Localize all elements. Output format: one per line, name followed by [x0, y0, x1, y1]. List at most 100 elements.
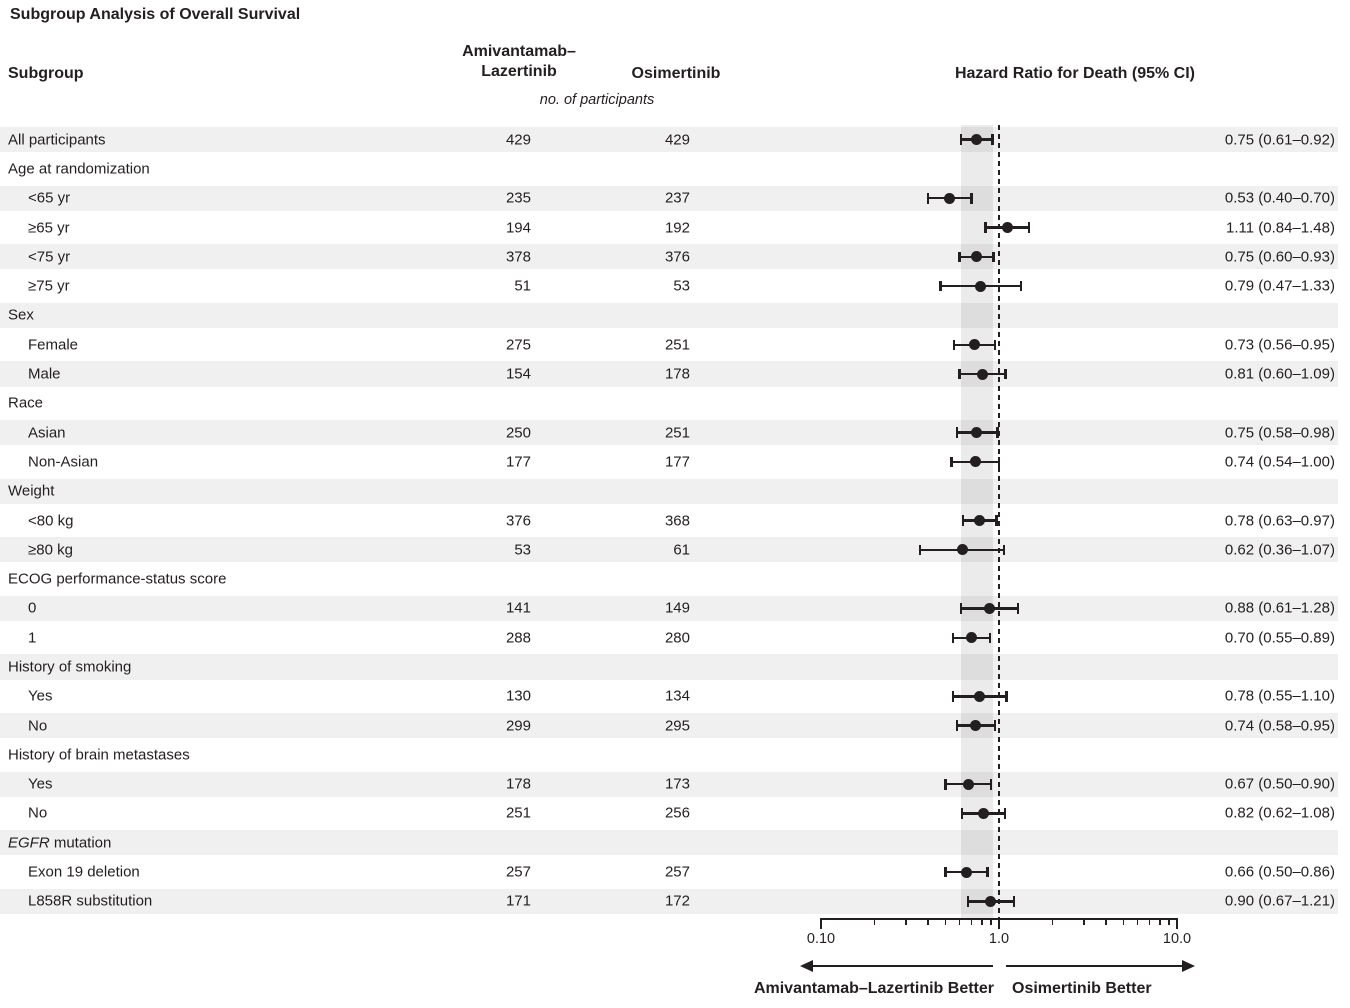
- axis-minor-tick: [944, 918, 947, 925]
- arm2-count: 251: [664, 424, 690, 442]
- arm2-count: 251: [664, 336, 690, 354]
- hr-ci-text: 0.53 (0.40–0.70): [1224, 189, 1335, 207]
- column-header-subgroup: Subgroup: [8, 65, 84, 82]
- subgroup-row: ≥80 kg 53 61 0.62 (0.36–1.07): [0, 535, 1350, 564]
- row-stripe: [0, 419, 1338, 446]
- point-estimate-dot: [974, 515, 986, 527]
- subgroup-label: ECOG performance-status score: [8, 570, 227, 588]
- subgroup-label: Weight: [8, 482, 55, 500]
- arm1-count: 154: [505, 365, 531, 383]
- arm1-count: 53: [514, 541, 531, 559]
- arm2-count: 256: [664, 804, 690, 822]
- subgroup-label: Non-Asian: [28, 453, 99, 471]
- subgroup-row: Yes 178 173 0.67 (0.50–0.90): [0, 770, 1350, 799]
- right-better-arrow: [1006, 965, 1182, 968]
- arm1-count: 376: [505, 512, 531, 529]
- arm1-count: 178: [505, 775, 531, 793]
- point-estimate-dot: [961, 866, 973, 878]
- subgroup-row: Yes 130 134 0.78 (0.55–1.10): [0, 682, 1350, 711]
- category-row: History of brain metastases: [0, 740, 1350, 769]
- ci-cap-low: [951, 632, 954, 643]
- arm2-count: 280: [664, 629, 690, 647]
- category-row: Age at randomization: [0, 154, 1350, 183]
- ci-cap-high: [996, 427, 999, 438]
- ci-cap-high: [995, 515, 998, 526]
- ci-cap-low: [958, 251, 961, 263]
- arm2-count: 53: [673, 277, 690, 295]
- ci-cap-high: [1003, 808, 1007, 819]
- axis-major-tick: [820, 918, 822, 929]
- reference-line-hr-1: [998, 125, 1000, 918]
- subgroup-row: <65 yr 235 237 0.53 (0.40–0.70): [0, 184, 1350, 213]
- point-estimate-dot: [971, 251, 983, 263]
- subgroup-row: Exon 19 deletion 257 257 0.66 (0.50–0.86): [0, 857, 1350, 886]
- ci-cap-low: [944, 779, 947, 790]
- arm2-count: 177: [664, 453, 690, 471]
- subgroup-row: 0 141 149 0.88 (0.61–1.28): [0, 594, 1350, 623]
- category-row: Sex: [0, 301, 1350, 330]
- arm1-count: 130: [505, 687, 531, 705]
- hr-ci-text: 0.74 (0.58–0.95): [1224, 717, 1335, 735]
- subgroup-label: ≥80 kg: [28, 541, 73, 559]
- subgroup-label: Exon 19 deletion: [28, 863, 140, 881]
- subgroup-label: <65 yr: [28, 189, 71, 207]
- arm2-count: 237: [664, 189, 690, 207]
- axis-minor-tick: [980, 918, 983, 925]
- row-stripe: [0, 478, 1338, 504]
- ci-cap-low: [955, 427, 959, 438]
- axis-tick-label: 1.0: [988, 931, 1010, 947]
- subgroup-label: All participants: [8, 131, 106, 149]
- axis-minor-tick: [1105, 918, 1108, 925]
- ci-cap-high: [1005, 691, 1008, 702]
- subgroup-table: All participants 429 429 0.75 (0.61–0.92) Ag…: [0, 125, 1350, 916]
- ci-cap-low: [984, 222, 987, 233]
- ci-cap-high: [997, 456, 1001, 468]
- ci-cap-low: [958, 368, 961, 380]
- arm2-count: 178: [664, 365, 690, 383]
- subgroup-row: ≥75 yr 51 53 0.79 (0.47–1.33): [0, 271, 1350, 300]
- arm1-count: 141: [505, 599, 531, 617]
- point-estimate-dot: [971, 134, 983, 146]
- subgroup-row: No 299 295 0.74 (0.58–0.95): [0, 711, 1350, 740]
- point-estimate-dot: [1001, 222, 1013, 234]
- hr-ci-text: 0.67 (0.50–0.90): [1224, 775, 1335, 793]
- subgroup-label: Race: [8, 394, 44, 412]
- subgroup-label: <80 kg: [28, 512, 74, 529]
- point-estimate-dot: [970, 720, 982, 732]
- ci-cap-high: [988, 632, 992, 643]
- ci-cap-high: [1028, 222, 1031, 233]
- arm1-count: 378: [505, 248, 531, 266]
- subgroup-row: Male 154 178 0.81 (0.60–1.09): [0, 359, 1350, 388]
- row-stripe: [0, 361, 1338, 387]
- point-estimate-dot: [975, 280, 987, 292]
- category-row: ECOG performance-status score: [0, 564, 1350, 593]
- subgroup-label: Yes: [28, 775, 53, 793]
- subgroup-row: <75 yr 378 376 0.75 (0.60–0.93): [0, 242, 1350, 271]
- row-stripe: [0, 595, 1338, 622]
- point-estimate-dot: [970, 456, 982, 468]
- subgroup-label: No: [28, 804, 48, 822]
- row-stripe: [0, 537, 1338, 563]
- subgroup-row: ≥65 yr 194 192 1.11 (0.84–1.48): [0, 213, 1350, 242]
- subgroup-label: Yes: [28, 687, 53, 705]
- axis-major-tick: [1176, 918, 1178, 929]
- subgroup-row: L858R substitution 171 172 0.90 (0.67–1.21): [0, 887, 1350, 916]
- subgroup-label: L858R substitution: [28, 892, 153, 910]
- hr-ci-text: 0.90 (0.67–1.21): [1224, 892, 1335, 910]
- hr-ci-text: 0.78 (0.63–0.97): [1224, 512, 1335, 529]
- ci-cap-low: [952, 339, 956, 350]
- row-stripe: [0, 127, 1338, 153]
- subgroup-label: Asian: [28, 424, 66, 442]
- ci-cap-low: [962, 515, 965, 526]
- row-stripe: [0, 888, 1338, 915]
- subgroup-label: No: [28, 717, 48, 735]
- ci-cap-low: [944, 866, 947, 878]
- column-header-osimertinib: Osimertinib: [631, 65, 721, 82]
- arm2-count: 134: [664, 687, 690, 705]
- subgroup-label: Female: [28, 336, 79, 354]
- arm2-count: 257: [664, 863, 690, 881]
- row-stripe: [0, 654, 1338, 680]
- subgroup-label: Sex: [8, 306, 34, 324]
- arm2-count: 172: [664, 892, 690, 910]
